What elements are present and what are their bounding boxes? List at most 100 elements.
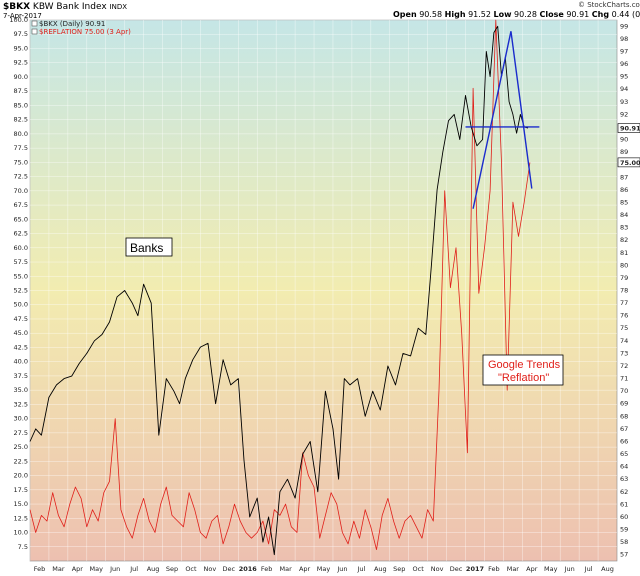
right-tick-label: 70	[620, 387, 628, 395]
x-tick-label: Oct	[185, 565, 197, 573]
symbol: $BKX	[3, 2, 31, 12]
x-tick-label: Jul	[129, 565, 138, 573]
left-tick-label: 52.5	[14, 287, 28, 295]
right-tick-label: 73	[620, 349, 628, 357]
left-tick-label: 97.5	[14, 30, 28, 38]
x-tick-label: Aug	[601, 565, 614, 573]
reflation-label-line2: "Reflation"	[498, 372, 549, 384]
left-tick-label: 40.0	[14, 358, 28, 366]
left-tick-label: 100.0	[9, 16, 28, 24]
left-tick-label: 77.5	[14, 144, 28, 152]
chart-title: $BKX KBW Bank Index INDX	[3, 2, 127, 12]
legend-checkbox-icon-2[interactable]	[31, 28, 38, 35]
close-value: 90.91	[566, 10, 590, 19]
right-tick-label: 99	[620, 22, 628, 30]
left-tick-label: 7.5	[18, 543, 28, 551]
left-tick-label: 32.5	[14, 400, 28, 408]
left-tick-label: 17.5	[14, 486, 28, 494]
index-name: KBW Bank Index	[32, 2, 107, 12]
right-tick-label: 80	[620, 261, 628, 269]
left-tick-label: 20.0	[14, 472, 28, 480]
right-tick-label: 65	[620, 450, 628, 458]
x-tick-label: Jun	[109, 565, 120, 573]
series-bkx-line	[29, 25, 529, 556]
left-tick-label: 10.0	[14, 529, 28, 537]
right-tick-label: 69	[620, 400, 628, 408]
annotations: Banks Google Trends "Reflation"	[125, 237, 564, 386]
x-tick-label: Feb	[488, 565, 500, 573]
x-tick-label: Feb	[261, 565, 273, 573]
x-tick-label: Jun	[336, 565, 347, 573]
low-value: 90.28	[514, 10, 537, 19]
x-tick-label: Apr	[299, 565, 311, 573]
x-tick-label: Mar	[279, 565, 292, 573]
right-tick-label: 92	[620, 110, 628, 118]
left-tick-label: 82.5	[14, 116, 28, 124]
x-tick-label: 2017	[466, 565, 484, 573]
right-tick-label: 68	[620, 412, 628, 420]
right-tick-label: 79	[620, 274, 628, 282]
right-tick-label: 82	[620, 236, 628, 244]
left-tick-label: 65.0	[14, 215, 28, 223]
exchange: INDX	[109, 3, 128, 11]
series-layer	[29, 19, 531, 556]
stockcharts-logo-icon[interactable]: © StockCharts.com	[578, 1, 640, 9]
legend-entry-bkx: $BKX (Daily) 90.91	[39, 20, 105, 28]
right-tick-label: 81	[620, 249, 628, 257]
left-tick-label: 55.0	[14, 272, 28, 280]
left-tick-label: 35.0	[14, 386, 28, 394]
x-tick-label: 2016	[239, 565, 258, 573]
right-tick-label: 93	[620, 98, 628, 106]
close-label: Close	[539, 10, 564, 19]
right-tick-label: 58	[620, 538, 628, 546]
left-tick-label: 70.0	[14, 187, 28, 195]
left-tick-label: 25.0	[14, 443, 28, 451]
left-tick-label: 30.0	[14, 415, 28, 423]
left-tick-label: 50.0	[14, 301, 28, 309]
left-tick-label: 60.0	[14, 244, 28, 252]
x-tick-label: May	[544, 565, 558, 573]
left-tick-label: 85.0	[14, 101, 28, 109]
x-tick-label: Feb	[34, 565, 46, 573]
left-tick-label: 47.5	[14, 315, 28, 323]
left-tick-label: 62.5	[14, 230, 28, 238]
left-axis: 7.5 10.0 12.5 15.0 17.5 20.0 22.5 25.0 27.5 30.0 3…	[9, 16, 28, 551]
right-tick-label: 87	[620, 173, 628, 181]
left-tick-label: 57.5	[14, 258, 28, 266]
right-tick-label: 67	[620, 425, 628, 433]
right-tick-label: 63	[620, 475, 628, 483]
right-tick-label: 64	[620, 463, 628, 471]
right-tick-label: 83	[620, 224, 628, 232]
series-reflation-line	[29, 19, 531, 550]
x-tick-label: Nov	[204, 565, 217, 573]
right-tick-label: 86	[620, 186, 628, 194]
left-tick-label: 67.5	[14, 201, 28, 209]
low-label: Low	[493, 10, 512, 19]
trendline-down	[510, 31, 533, 189]
right-tick-label: 96	[620, 60, 628, 68]
x-tick-label: Mar	[52, 565, 65, 573]
right-tick-label: 97	[620, 47, 628, 55]
x-tick-label: Dec	[450, 565, 463, 573]
x-tick-label: Apr	[72, 565, 84, 573]
x-tick-label: Jun	[564, 565, 575, 573]
x-tick-label: Sep	[393, 565, 405, 573]
x-tick-label: Nov	[431, 565, 444, 573]
x-tick-label: Aug	[374, 565, 387, 573]
trendlines	[465, 31, 540, 209]
right-tick-label: 60	[620, 513, 628, 521]
left-tick-label: 42.5	[14, 343, 28, 351]
right-tick-label: 61	[620, 500, 628, 508]
left-tick-label: 95.0	[14, 44, 28, 52]
chg-value: 0.44 (0.48%)	[611, 10, 640, 19]
left-tick-label: 72.5	[14, 173, 28, 181]
ohlc-readout: Open 90.58 High 91.52 Low 90.28 Close 90…	[393, 10, 640, 19]
right-tick-label: 98	[620, 35, 628, 43]
x-axis: Feb Mar Apr May Jun Jul Aug Sep Oct Nov Dec 2016 Feb…	[34, 565, 614, 573]
right-tick-label: 90	[620, 136, 628, 144]
left-tick-label: 80.0	[14, 130, 28, 138]
legend-checkbox-icon-1[interactable]	[31, 20, 38, 27]
x-tick-label: May	[317, 565, 331, 573]
x-tick-label: Mar	[507, 565, 520, 573]
